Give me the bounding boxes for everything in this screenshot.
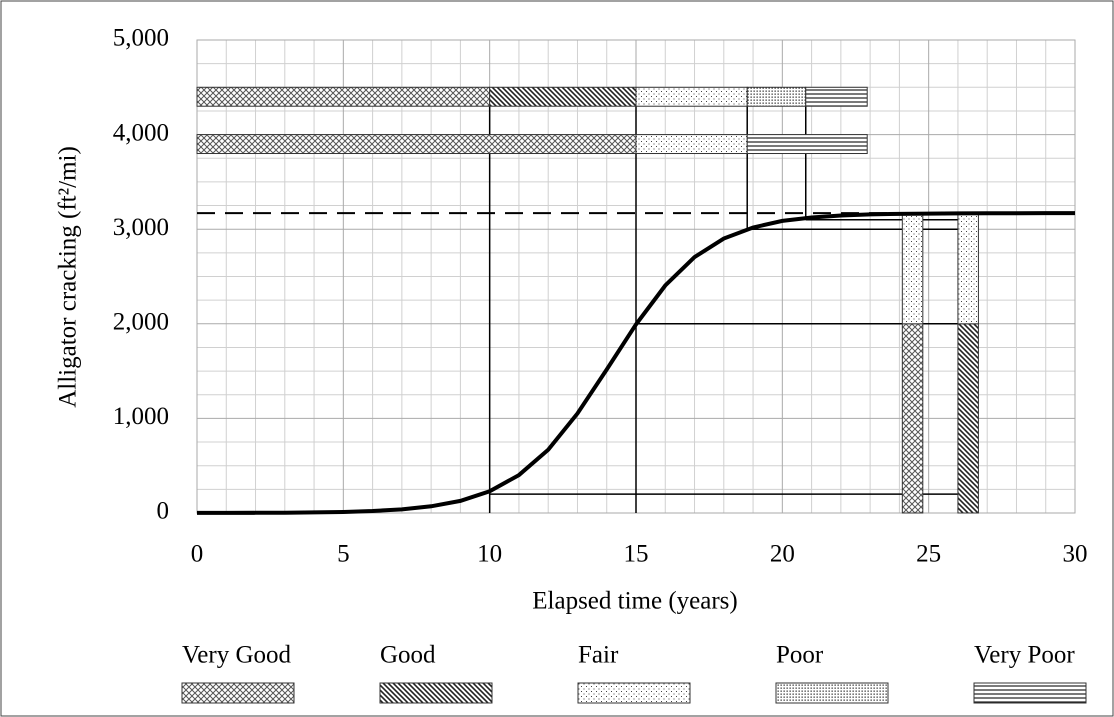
legend-label: Fair: [578, 642, 619, 669]
condition-bar: [196, 134, 637, 155]
condition-bar: [746, 86, 807, 107]
y-tick-label: 2,000: [113, 309, 169, 336]
condition-bar: [957, 212, 979, 325]
condition-bar: [489, 86, 637, 107]
x-tick-label: 30: [1063, 541, 1088, 568]
x-tick-label: 25: [916, 541, 941, 568]
x-tick-label: 15: [624, 541, 649, 568]
legend-label: Poor: [776, 642, 824, 669]
x-axis-label: Elapsed time (years): [532, 588, 737, 615]
y-tick-label: 5,000: [113, 25, 169, 52]
condition-bar: [635, 134, 748, 155]
x-tick-label: 5: [337, 541, 350, 568]
legend-swatch: [181, 682, 295, 704]
x-tick-label: 20: [770, 541, 795, 568]
y-tick-label: 4,000: [113, 119, 169, 146]
condition-bar: [957, 323, 979, 514]
curve: [197, 211, 1075, 515]
legend-label: Very Poor: [974, 642, 1075, 669]
condition-bar: [901, 323, 924, 514]
x-tick-label: 10: [477, 541, 502, 568]
y-tick-label: 1,000: [113, 403, 169, 430]
legend-swatch: [775, 682, 889, 704]
condition-bar: [635, 86, 748, 107]
condition-bar: [746, 134, 868, 155]
legend-label: Good: [380, 642, 436, 669]
y-tick-label: 3,000: [113, 214, 169, 241]
y-axis-label: Alligator cracking (ft²/mi): [55, 146, 82, 408]
condition-bar: [196, 86, 491, 107]
legend-swatch: [973, 682, 1087, 704]
legend-swatch: [577, 682, 691, 704]
legend-label: Very Good: [182, 642, 292, 669]
x-tick-label: 0: [191, 541, 204, 568]
condition-bar: [901, 212, 924, 325]
legend-swatch: [379, 682, 493, 704]
y-tick-label: 0: [157, 498, 170, 525]
condition-bar: [805, 86, 868, 107]
